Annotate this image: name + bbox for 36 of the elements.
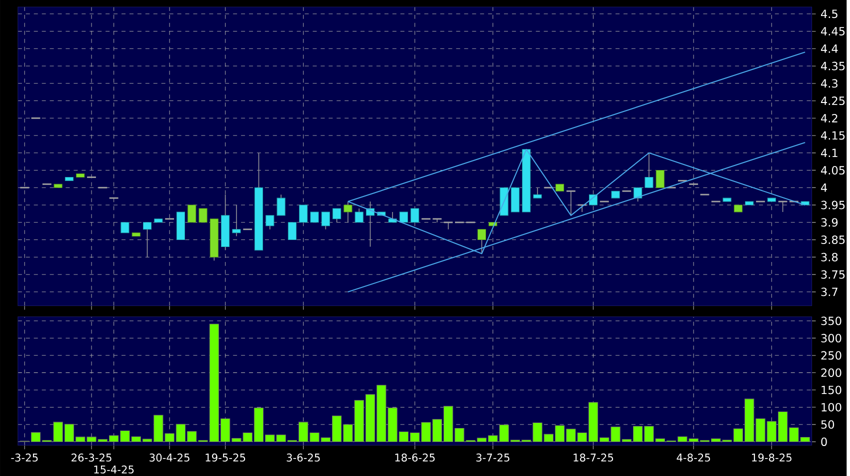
x-tick-label: 30-4-25 (150, 453, 190, 462)
y-tick-label: 4.5 (820, 10, 838, 18)
y-tick-label: 4.35 (820, 62, 845, 70)
y-tick-label: 150 (822, 386, 842, 394)
x-tick-label: 19-5-25 (206, 453, 246, 462)
x-tick-label: -3-25 (11, 453, 38, 462)
x-tick-label: 15-4-25 (94, 465, 134, 474)
y-tick-label: 4.3 (820, 79, 838, 88)
y-tick-label: 4.25 (820, 96, 845, 106)
y-tick-label: 100 (822, 402, 842, 412)
x-tick-label: 18-7-25 (574, 453, 614, 462)
y-tick-label: 300 (821, 334, 842, 342)
y-tick-label: 4.05 (820, 166, 845, 174)
y-tick-label: 4.4 (820, 44, 838, 53)
y-tick-label: 350 (821, 316, 842, 326)
y-tick-label: 3.75 (821, 270, 845, 279)
x-tick-label: 3-6-25 (286, 453, 320, 462)
y-tick-label: 4.2 (820, 114, 838, 122)
x-tick-label: 26-3-25 (72, 453, 112, 462)
y-tick-label: 3.7 (821, 288, 838, 296)
x-tick-label: 4-8-25 (676, 453, 710, 462)
y-tick-label: 0 (821, 437, 827, 446)
y-tick-label: 4.45 (820, 27, 845, 36)
y-tick-label: 200 (821, 368, 842, 377)
y-tick-label: 3.8 (821, 252, 838, 262)
y-tick-label: 4 (820, 183, 827, 192)
y-tick-label: 4.1 (820, 148, 838, 157)
x-tick-label: 19-8-25 (752, 453, 792, 462)
y-tick-label: 3.9 (821, 218, 838, 227)
y-tick-label: 4.15 (820, 131, 845, 140)
y-tick-label: 250 (821, 351, 842, 360)
y-tick-label: 3.85 (821, 235, 845, 244)
y-tick-label: 3.95 (821, 200, 845, 210)
y-tick-label: 50 (821, 420, 834, 429)
x-tick-label: 3-7-25 (476, 453, 510, 462)
x-tick-label: 18-6-25 (395, 453, 435, 462)
